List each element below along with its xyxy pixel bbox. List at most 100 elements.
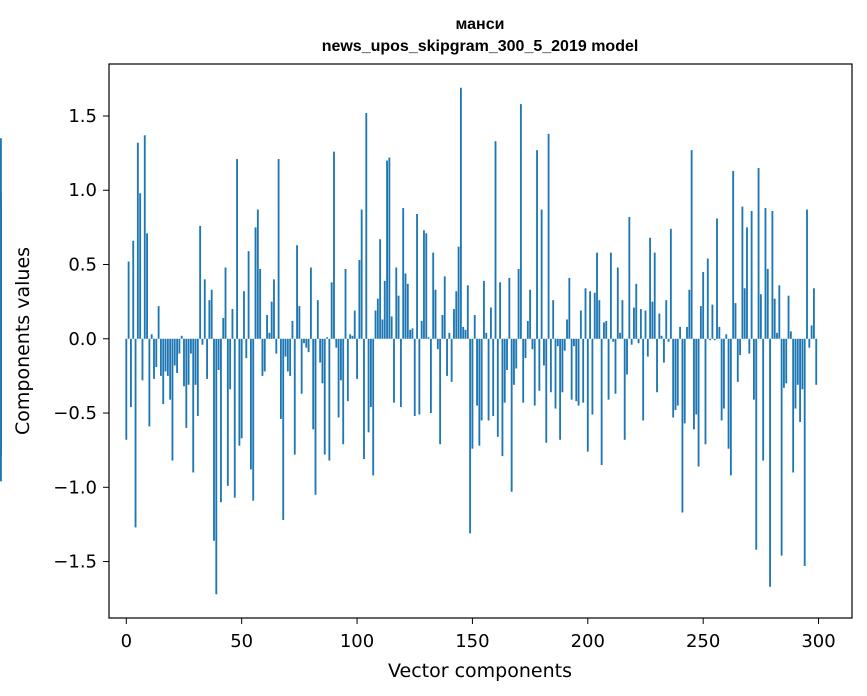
bar [206,338,208,379]
bar [556,338,559,347]
bar [519,104,522,339]
bar [173,338,176,366]
bar [275,338,278,354]
bar [367,338,370,433]
bar [771,211,774,339]
bar [201,338,204,345]
bar [713,338,716,341]
bar [729,338,732,476]
bar [337,338,340,418]
bar [289,338,292,376]
bar [397,295,400,339]
y-axis: −1.5 −1.0 −0.5 0.0 0.5 1.0 1.5 [53,106,109,573]
bar [642,338,645,421]
x-tick-label: 50 [230,631,253,652]
bar [226,338,229,486]
bar [579,310,582,339]
bar [300,338,303,394]
bar [711,304,714,339]
bar [554,338,557,409]
bar [319,338,322,363]
bar [658,313,661,339]
bar [321,338,324,384]
bar [773,298,776,339]
chart-subtitle: news_upos_skipgram_300_5_2019 model [322,38,639,55]
bar [644,310,647,339]
bar [157,306,160,339]
bar [653,252,656,339]
bar [351,335,354,339]
bar [649,237,652,339]
bar [342,338,345,445]
bar [150,334,153,339]
bar [559,338,562,440]
bar [753,338,755,400]
bar [478,338,481,446]
bar [390,316,393,339]
bar [233,338,236,498]
bar [363,338,365,460]
bar [794,338,797,409]
x-axis-label: Vector components [388,660,572,682]
bar [0,338,2,482]
bar [282,338,285,520]
bar [614,338,617,394]
bar [547,133,550,339]
bar [240,338,243,439]
bar [333,151,335,339]
bar [549,338,552,393]
bar [358,260,361,339]
bar [637,338,640,344]
bar [759,294,762,339]
bar [309,267,312,339]
bar [808,338,811,348]
bar [776,332,778,339]
bar [706,258,709,339]
bar [441,315,444,339]
bar [259,268,262,339]
bar [453,309,455,339]
bar [399,338,402,408]
bar [494,141,497,339]
bar [127,261,130,339]
bar [723,338,725,409]
bar [0,338,2,360]
bar [178,338,181,354]
bar [667,338,670,342]
bar [164,338,167,372]
bar [446,338,448,376]
bar [799,338,802,422]
bar [496,338,499,437]
bar [236,159,238,339]
y-tick-label: 0.0 [68,329,97,350]
bar [196,338,199,416]
bar [736,338,739,382]
bar [621,300,624,339]
bar [402,208,405,339]
bar [526,320,529,339]
bar [146,233,148,339]
bar [155,338,158,367]
bar [404,273,407,339]
bar [476,338,478,406]
bar [665,300,668,339]
bar [674,338,677,411]
bar [575,338,578,402]
y-tick-label: −1.5 [53,552,97,573]
bar [603,322,605,339]
bar [769,338,772,587]
bar [676,338,679,406]
bar [796,338,799,385]
bar [764,208,767,339]
bar [591,338,594,415]
x-tick-label: 300 [801,631,835,652]
bar [669,228,672,339]
bar [720,338,723,421]
bar [762,338,765,461]
bar [792,338,795,473]
bar [609,252,612,339]
bar [339,338,342,381]
bar [699,306,702,339]
bar [487,338,490,421]
bar [153,338,155,379]
